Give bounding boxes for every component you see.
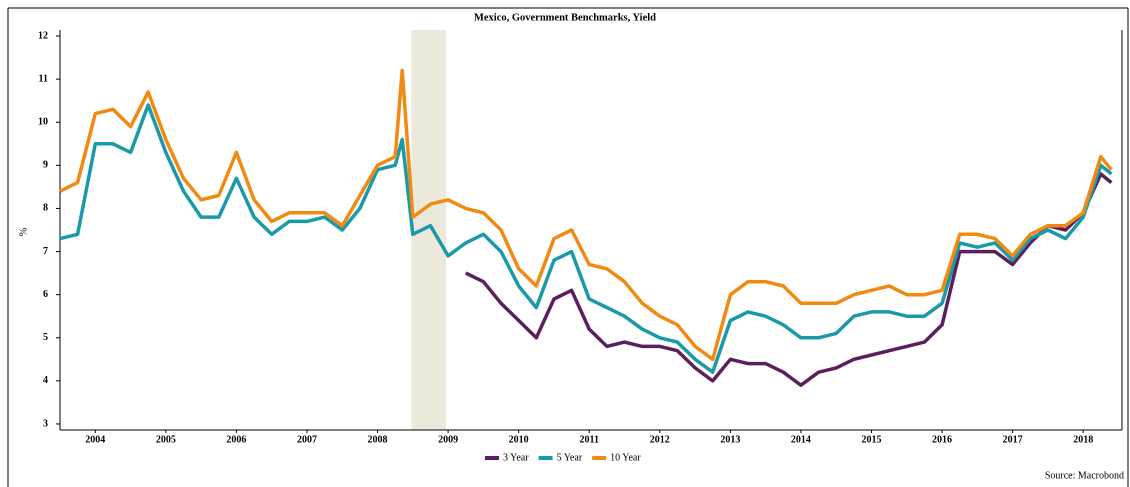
x-tick-label: 2010 (509, 434, 529, 445)
y-tick-label: 10 (38, 117, 48, 128)
x-tick-label: 2017 (1003, 434, 1023, 445)
legend-label: 5 Year (557, 452, 583, 463)
y-tick-label: 8 (43, 203, 48, 214)
x-tick-label: 2005 (156, 434, 176, 445)
x-tick-label: 2015 (861, 434, 881, 445)
y-tick-label: 6 (43, 289, 48, 300)
y-tick-label: 12 (38, 30, 48, 41)
series-line (59, 103, 1113, 374)
y-tick-label: 5 (43, 332, 48, 343)
y-tick-label: 3 (43, 418, 48, 429)
legend-label: 10 Year (610, 452, 641, 463)
y-tick-label: 9 (43, 160, 48, 171)
x-tick-label: 2008 (368, 434, 388, 445)
x-tick-label: 2014 (791, 434, 811, 445)
legend-label: 3 Year (503, 452, 529, 463)
x-tick-label: 2016 (932, 434, 952, 445)
y-tick-label: 11 (39, 73, 48, 84)
x-tick-label: 2013 (720, 434, 740, 445)
x-tick-label: 2009 (438, 434, 458, 445)
y-axis-label: % (18, 228, 29, 236)
x-tick-label: 2012 (650, 434, 670, 445)
y-tick-label: 7 (43, 246, 48, 257)
recession-shading (411, 30, 446, 430)
x-tick-label: 2006 (226, 434, 246, 445)
source: Source: Macrobond (1045, 470, 1124, 481)
x-tick-label: 2007 (297, 434, 317, 445)
x-tick-label: 2018 (1073, 434, 1093, 445)
series-line (464, 172, 1113, 387)
chart-title: Mexico, Government Benchmarks, Yield (474, 12, 656, 23)
x-tick-label: 2011 (580, 434, 599, 445)
x-tick-label: 2004 (85, 434, 105, 445)
y-tick-label: 4 (43, 375, 48, 386)
series-line (59, 68, 1113, 362)
